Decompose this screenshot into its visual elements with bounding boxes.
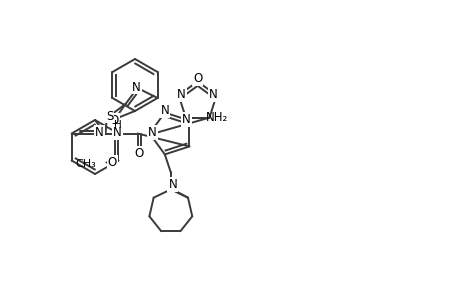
Text: N: N — [160, 104, 169, 117]
Text: NH₂: NH₂ — [206, 111, 228, 124]
Text: O: O — [107, 156, 117, 169]
Text: N: N — [113, 126, 122, 139]
Text: N: N — [95, 126, 104, 139]
Text: CH₃: CH₃ — [75, 158, 96, 169]
Text: S: S — [106, 110, 113, 122]
Text: N: N — [168, 178, 177, 191]
Text: O: O — [134, 147, 143, 160]
Text: N: N — [209, 88, 218, 101]
Text: N: N — [132, 80, 140, 94]
Text: O: O — [109, 113, 118, 127]
Text: O: O — [193, 72, 202, 85]
Text: N: N — [182, 113, 190, 126]
Text: N: N — [148, 126, 157, 139]
Text: N: N — [177, 88, 185, 101]
Text: H: H — [113, 119, 121, 130]
